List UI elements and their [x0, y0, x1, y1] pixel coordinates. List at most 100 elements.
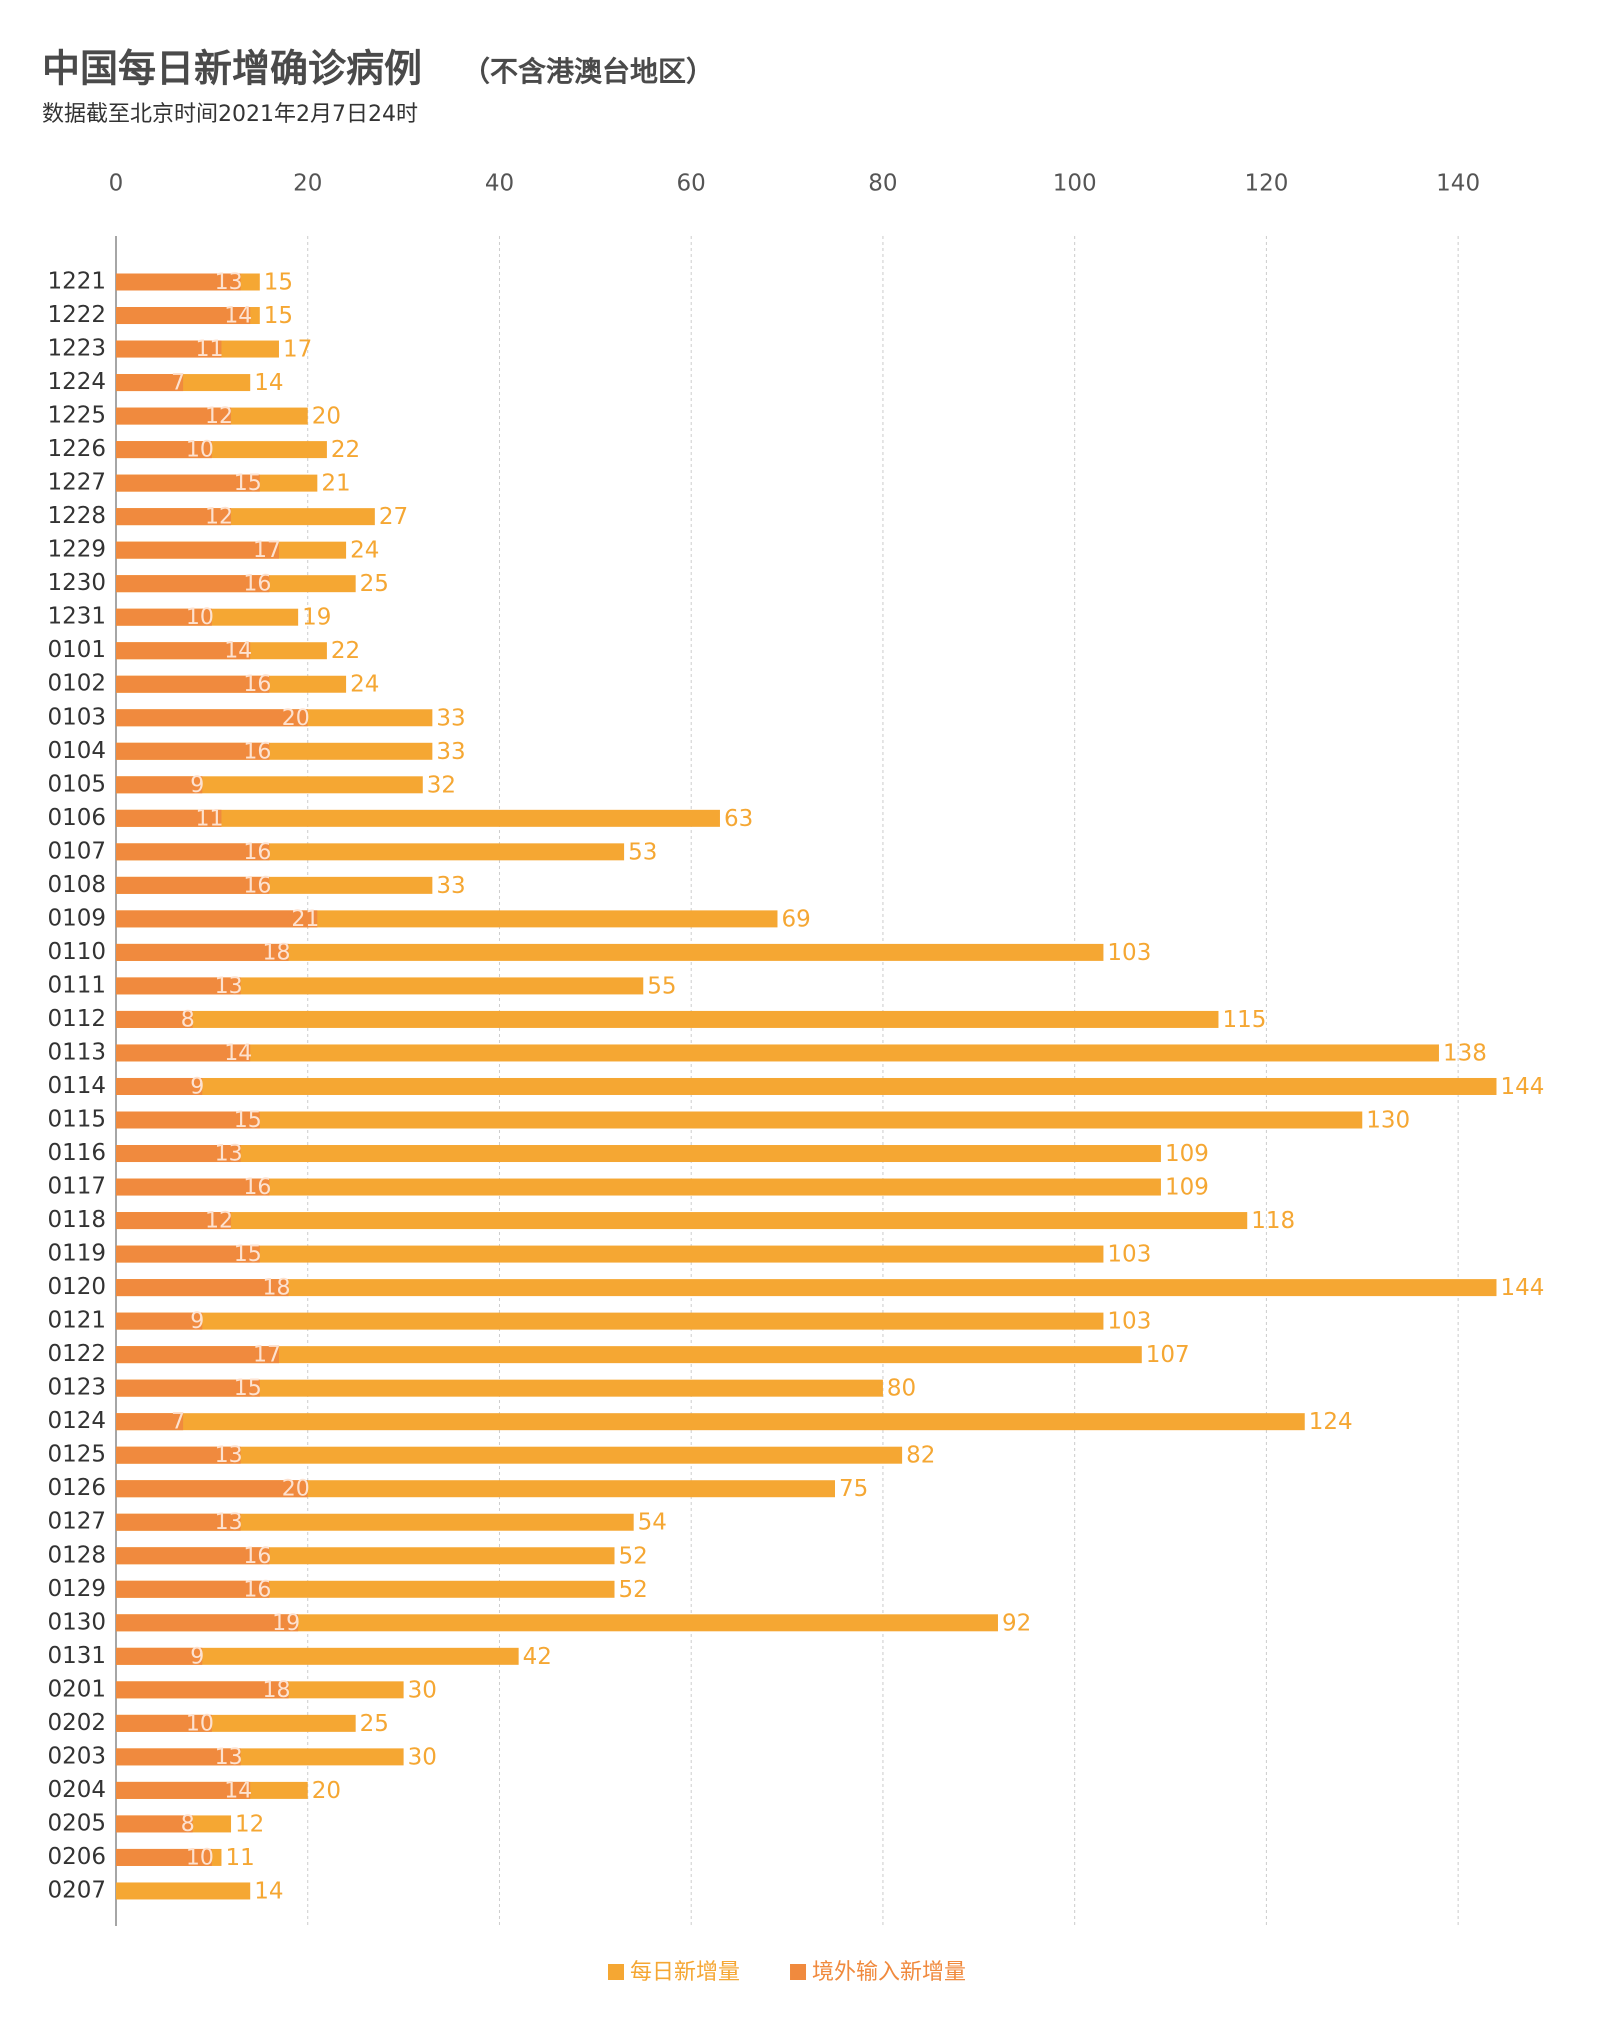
value-label: 32	[427, 772, 456, 798]
value-label: 103	[1107, 940, 1151, 966]
value-label: 11	[225, 1845, 254, 1871]
value-label: 15	[234, 1242, 262, 1267]
value-label: 118	[1251, 1208, 1295, 1234]
bar	[116, 1178, 270, 1196]
value-label: 9	[190, 773, 204, 798]
value-label: 82	[906, 1443, 935, 1469]
bar	[116, 407, 232, 425]
x-tick-label: 120	[1244, 171, 1288, 197]
bar	[116, 910, 318, 928]
bar	[116, 1346, 1142, 1364]
value-label: 10	[186, 1845, 214, 1870]
value-label: 53	[628, 839, 657, 865]
y-tick-label: 0127	[47, 1509, 106, 1535]
value-label: 103	[1107, 1309, 1151, 1335]
bar	[116, 1145, 241, 1163]
value-label: 15	[264, 303, 293, 329]
y-tick-label: 0112	[47, 1006, 106, 1032]
y-tick-label: 1221	[47, 269, 106, 295]
value-label: 24	[350, 538, 379, 564]
y-tick-label: 0203	[47, 1743, 106, 1769]
x-tick-label: 140	[1436, 171, 1480, 197]
bar	[116, 675, 270, 693]
bar	[116, 1077, 1497, 1095]
bar	[116, 1647, 203, 1665]
y-tick-label: 0111	[47, 972, 106, 998]
y-tick-label: 0103	[47, 704, 106, 730]
value-label: 10	[186, 1711, 214, 1736]
legend-label: 境外输入新增量	[812, 1960, 966, 1985]
bar	[116, 943, 289, 961]
bar	[116, 1010, 1219, 1028]
value-label: 16	[243, 1577, 271, 1602]
y-tick-label: 0106	[47, 805, 106, 831]
value-label: 10	[186, 605, 214, 630]
bar	[116, 1312, 1104, 1330]
value-label: 9	[190, 1074, 204, 1099]
y-tick-label: 0204	[47, 1777, 106, 1803]
bar	[116, 1446, 241, 1464]
value-label: 22	[331, 437, 360, 463]
chart-title-note: （不含港澳台地区）	[462, 55, 714, 88]
value-label: 92	[1002, 1610, 1031, 1636]
value-label: 16	[243, 840, 271, 865]
y-tick-label: 0101	[47, 637, 106, 663]
value-label: 15	[234, 471, 262, 496]
bar	[116, 374, 184, 392]
value-label: 25	[360, 571, 389, 597]
value-label: 33	[436, 705, 465, 731]
bar	[116, 1614, 299, 1632]
y-tick-label: 1230	[47, 570, 106, 596]
value-label: 20	[282, 1477, 310, 1502]
value-label: 20	[312, 404, 341, 430]
value-label: 16	[243, 873, 271, 898]
chart-title: 中国每日新增确诊病例	[42, 47, 422, 91]
value-label: 8	[181, 1007, 195, 1032]
value-label: 14	[224, 639, 252, 664]
bar	[116, 508, 232, 526]
x-tick-label: 60	[677, 171, 706, 197]
chart-subtitle: 数据截至北京时间2021年2月7日24时	[42, 102, 418, 127]
bar	[116, 1245, 1104, 1263]
bar	[116, 1647, 519, 1665]
value-label: 9	[190, 1644, 204, 1669]
value-label: 7	[171, 1410, 185, 1435]
value-label: 15	[234, 1108, 262, 1133]
bar	[116, 943, 1104, 961]
y-tick-label: 0126	[47, 1475, 106, 1501]
bar	[116, 1044, 251, 1062]
value-label: 22	[331, 638, 360, 664]
value-label: 42	[523, 1644, 552, 1670]
bar	[116, 1044, 1439, 1062]
value-label: 144	[1500, 1275, 1544, 1301]
bar	[116, 709, 308, 727]
bar	[116, 1882, 251, 1900]
bar	[116, 1815, 193, 1833]
value-label: 75	[839, 1476, 868, 1502]
bar	[116, 1077, 203, 1095]
bar	[116, 977, 644, 995]
value-label: 15	[264, 270, 293, 296]
value-label: 52	[619, 1543, 648, 1569]
y-tick-label: 0105	[47, 771, 106, 797]
value-label: 103	[1107, 1242, 1151, 1268]
bar	[116, 642, 251, 660]
bar	[116, 843, 270, 861]
value-label: 144	[1500, 1074, 1544, 1100]
y-tick-label: 0109	[47, 905, 106, 931]
bar	[116, 1010, 193, 1028]
bar	[116, 273, 241, 291]
y-tick-label: 0107	[47, 838, 106, 864]
value-label: 13	[215, 270, 243, 295]
bar	[116, 608, 212, 626]
y-tick-label: 0115	[47, 1107, 106, 1133]
value-label: 33	[436, 873, 465, 899]
value-label: 14	[224, 304, 252, 329]
bar	[116, 575, 270, 593]
bar	[116, 1312, 203, 1330]
bar	[116, 1413, 184, 1431]
value-label: 54	[638, 1510, 667, 1536]
y-tick-label: 0116	[47, 1140, 106, 1166]
value-label: 13	[215, 1142, 243, 1167]
